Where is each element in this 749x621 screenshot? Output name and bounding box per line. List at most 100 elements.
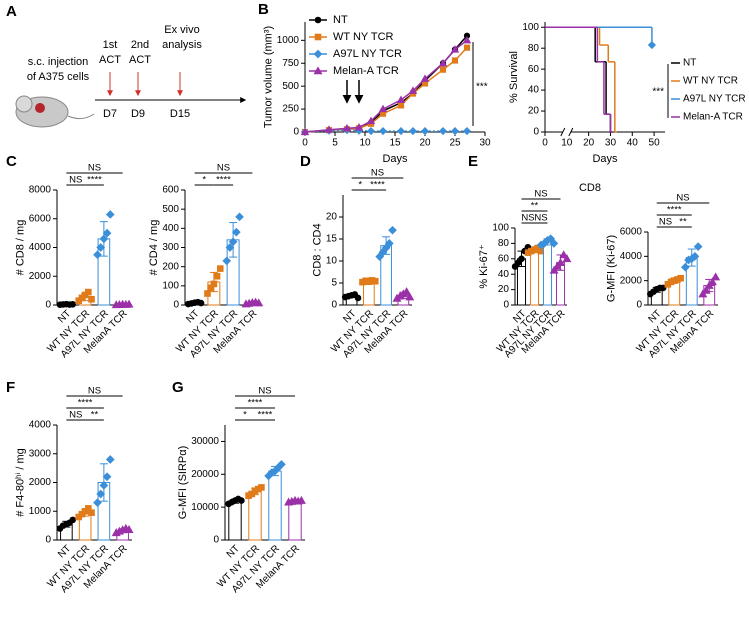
marker xyxy=(396,95,406,104)
marker xyxy=(420,126,430,136)
x-tick-label: 10 xyxy=(359,138,371,149)
y-axis-label: G-MFI (Ki-67) xyxy=(606,235,618,302)
marker xyxy=(384,239,394,248)
y-tick-label: 1000 xyxy=(29,506,52,517)
marker xyxy=(93,498,102,507)
marker xyxy=(438,58,448,67)
marker xyxy=(354,123,364,131)
y-tick-label: 0 xyxy=(331,300,337,311)
bar xyxy=(529,249,540,306)
y-tick-label: 1000 xyxy=(277,35,300,46)
significance-label: NS xyxy=(258,386,271,397)
marker xyxy=(378,126,388,136)
y-tick-label: 10 xyxy=(326,256,338,267)
marker xyxy=(85,288,92,296)
y-axis-label: # CD8 / mg xyxy=(15,220,27,276)
marker xyxy=(388,225,397,235)
y-tick-label: 5 xyxy=(331,278,337,289)
marker xyxy=(258,484,265,491)
y-tick-label: 0 xyxy=(636,300,642,311)
significance-label: *** xyxy=(652,87,664,98)
significance-label: NS xyxy=(659,217,672,228)
y-axis-label: # F4-80ʰⁱ / mg xyxy=(15,448,27,517)
marker xyxy=(711,272,721,281)
y-tick-label: 80 xyxy=(528,43,540,54)
y-tick-label: 2000 xyxy=(29,271,52,282)
marker xyxy=(210,280,218,288)
y-tick-label: 20 xyxy=(326,212,338,223)
marker xyxy=(366,116,376,125)
marker xyxy=(378,104,388,113)
y-axis-label: Tumor volume (mm³) xyxy=(263,26,275,128)
x-tick-label: 5 xyxy=(332,138,338,149)
marker xyxy=(96,243,106,252)
marker xyxy=(231,227,241,237)
marker xyxy=(296,495,306,504)
marker xyxy=(707,277,717,286)
panel-label: B xyxy=(258,1,269,18)
y-tick-label: 4000 xyxy=(29,420,52,431)
y-tick-label: 600 xyxy=(162,185,179,196)
x-tick-label: 50 xyxy=(649,138,661,149)
marker xyxy=(105,210,115,219)
y-tick-label: 80 xyxy=(498,238,510,249)
y-tick-label: 0 xyxy=(45,300,51,311)
marker xyxy=(701,285,711,294)
y-tick-label: 2000 xyxy=(29,477,52,488)
marker xyxy=(371,277,379,285)
axis-break-mark xyxy=(560,127,566,137)
significance-label: **** xyxy=(248,398,263,409)
marker xyxy=(537,247,545,255)
significance-label: NS xyxy=(88,163,101,174)
marker xyxy=(238,497,245,504)
marker xyxy=(324,125,334,133)
marker xyxy=(124,299,134,308)
y-tick-label: 0 xyxy=(533,127,539,138)
schematic-text: s.c. injection xyxy=(28,56,89,68)
marker xyxy=(397,102,405,109)
x-tick-label: 20 xyxy=(583,138,595,149)
significance-label: NS xyxy=(534,213,547,224)
marker xyxy=(438,126,448,136)
significance-label: NS xyxy=(371,168,384,179)
marker xyxy=(102,228,112,238)
marker xyxy=(124,524,134,533)
marker xyxy=(559,250,569,259)
significance-label: ** xyxy=(679,217,687,228)
significance-label: NS xyxy=(88,386,101,397)
y-tick-label: 60 xyxy=(498,253,510,264)
y-tick-label: 15 xyxy=(326,234,338,245)
schematic-text: of A375 cells xyxy=(27,71,90,83)
day-label: D15 xyxy=(170,108,190,120)
y-tick-label: 200 xyxy=(162,261,179,272)
marker xyxy=(405,292,415,301)
marker xyxy=(69,300,77,308)
marker xyxy=(235,212,244,222)
legend-label: NT xyxy=(333,14,348,26)
marker xyxy=(197,299,205,307)
significance-label: * xyxy=(358,180,362,191)
schematic: s.c. injection of A375 cells 1st ACT 2nd… xyxy=(15,24,247,128)
marker xyxy=(300,127,310,136)
significance-label: *** xyxy=(476,82,488,93)
day-label: D9 xyxy=(131,108,145,120)
y-tick-label: 8000 xyxy=(29,185,52,196)
legend-label: NT xyxy=(683,58,696,69)
marker xyxy=(69,516,77,524)
marker xyxy=(552,261,562,270)
y-tick-label: 500 xyxy=(282,81,299,92)
y-tick-label: 3000 xyxy=(29,448,52,459)
y-tick-label: 60 xyxy=(528,64,540,75)
y-tick-label: 300 xyxy=(162,242,179,253)
significance-label: NS xyxy=(676,193,689,204)
y-tick-label: 500 xyxy=(162,204,179,215)
y-tick-label: 20 xyxy=(528,106,540,117)
marker xyxy=(342,123,352,132)
marker xyxy=(213,272,221,280)
x-tick-label: 30 xyxy=(479,138,491,149)
y-axis-label: CD8 : CD4 xyxy=(312,223,324,276)
y-tick-label: 40 xyxy=(528,85,540,96)
panel-label: A xyxy=(6,3,17,20)
